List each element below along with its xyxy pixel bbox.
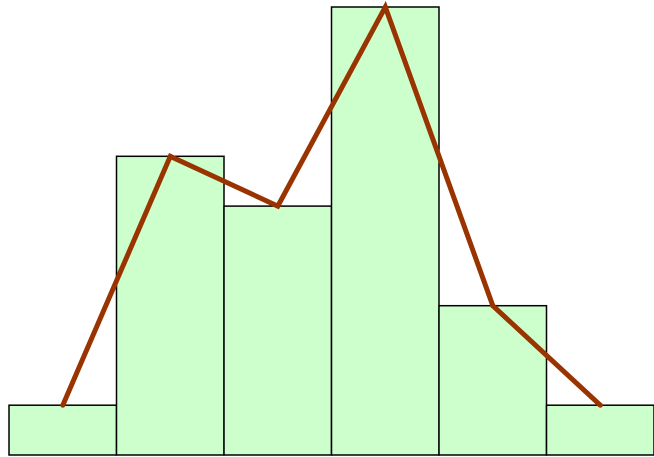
histogram-bar-2 (115, 155, 225, 456)
frequency-polygon-point-6 (597, 402, 603, 408)
frequency-polygon-group (60, 0, 603, 408)
frequency-polygon-point-5 (490, 303, 496, 309)
frequency-polygon-point-4 (382, 4, 388, 10)
frequency-polygon-point-1 (60, 402, 66, 408)
histogram-bar-6 (545, 404, 654, 456)
histogram-bar-5 (438, 304, 548, 456)
histogram-bar-1 (8, 404, 118, 456)
frequency-polygon-line (60, 0, 602, 408)
frequency-polygon-point-3 (275, 203, 281, 209)
histogram-bar-4 (330, 6, 440, 456)
bars-group (8, 6, 654, 456)
histogram-bar-3 (223, 205, 333, 456)
frequency-polygon-point-2 (167, 153, 173, 159)
